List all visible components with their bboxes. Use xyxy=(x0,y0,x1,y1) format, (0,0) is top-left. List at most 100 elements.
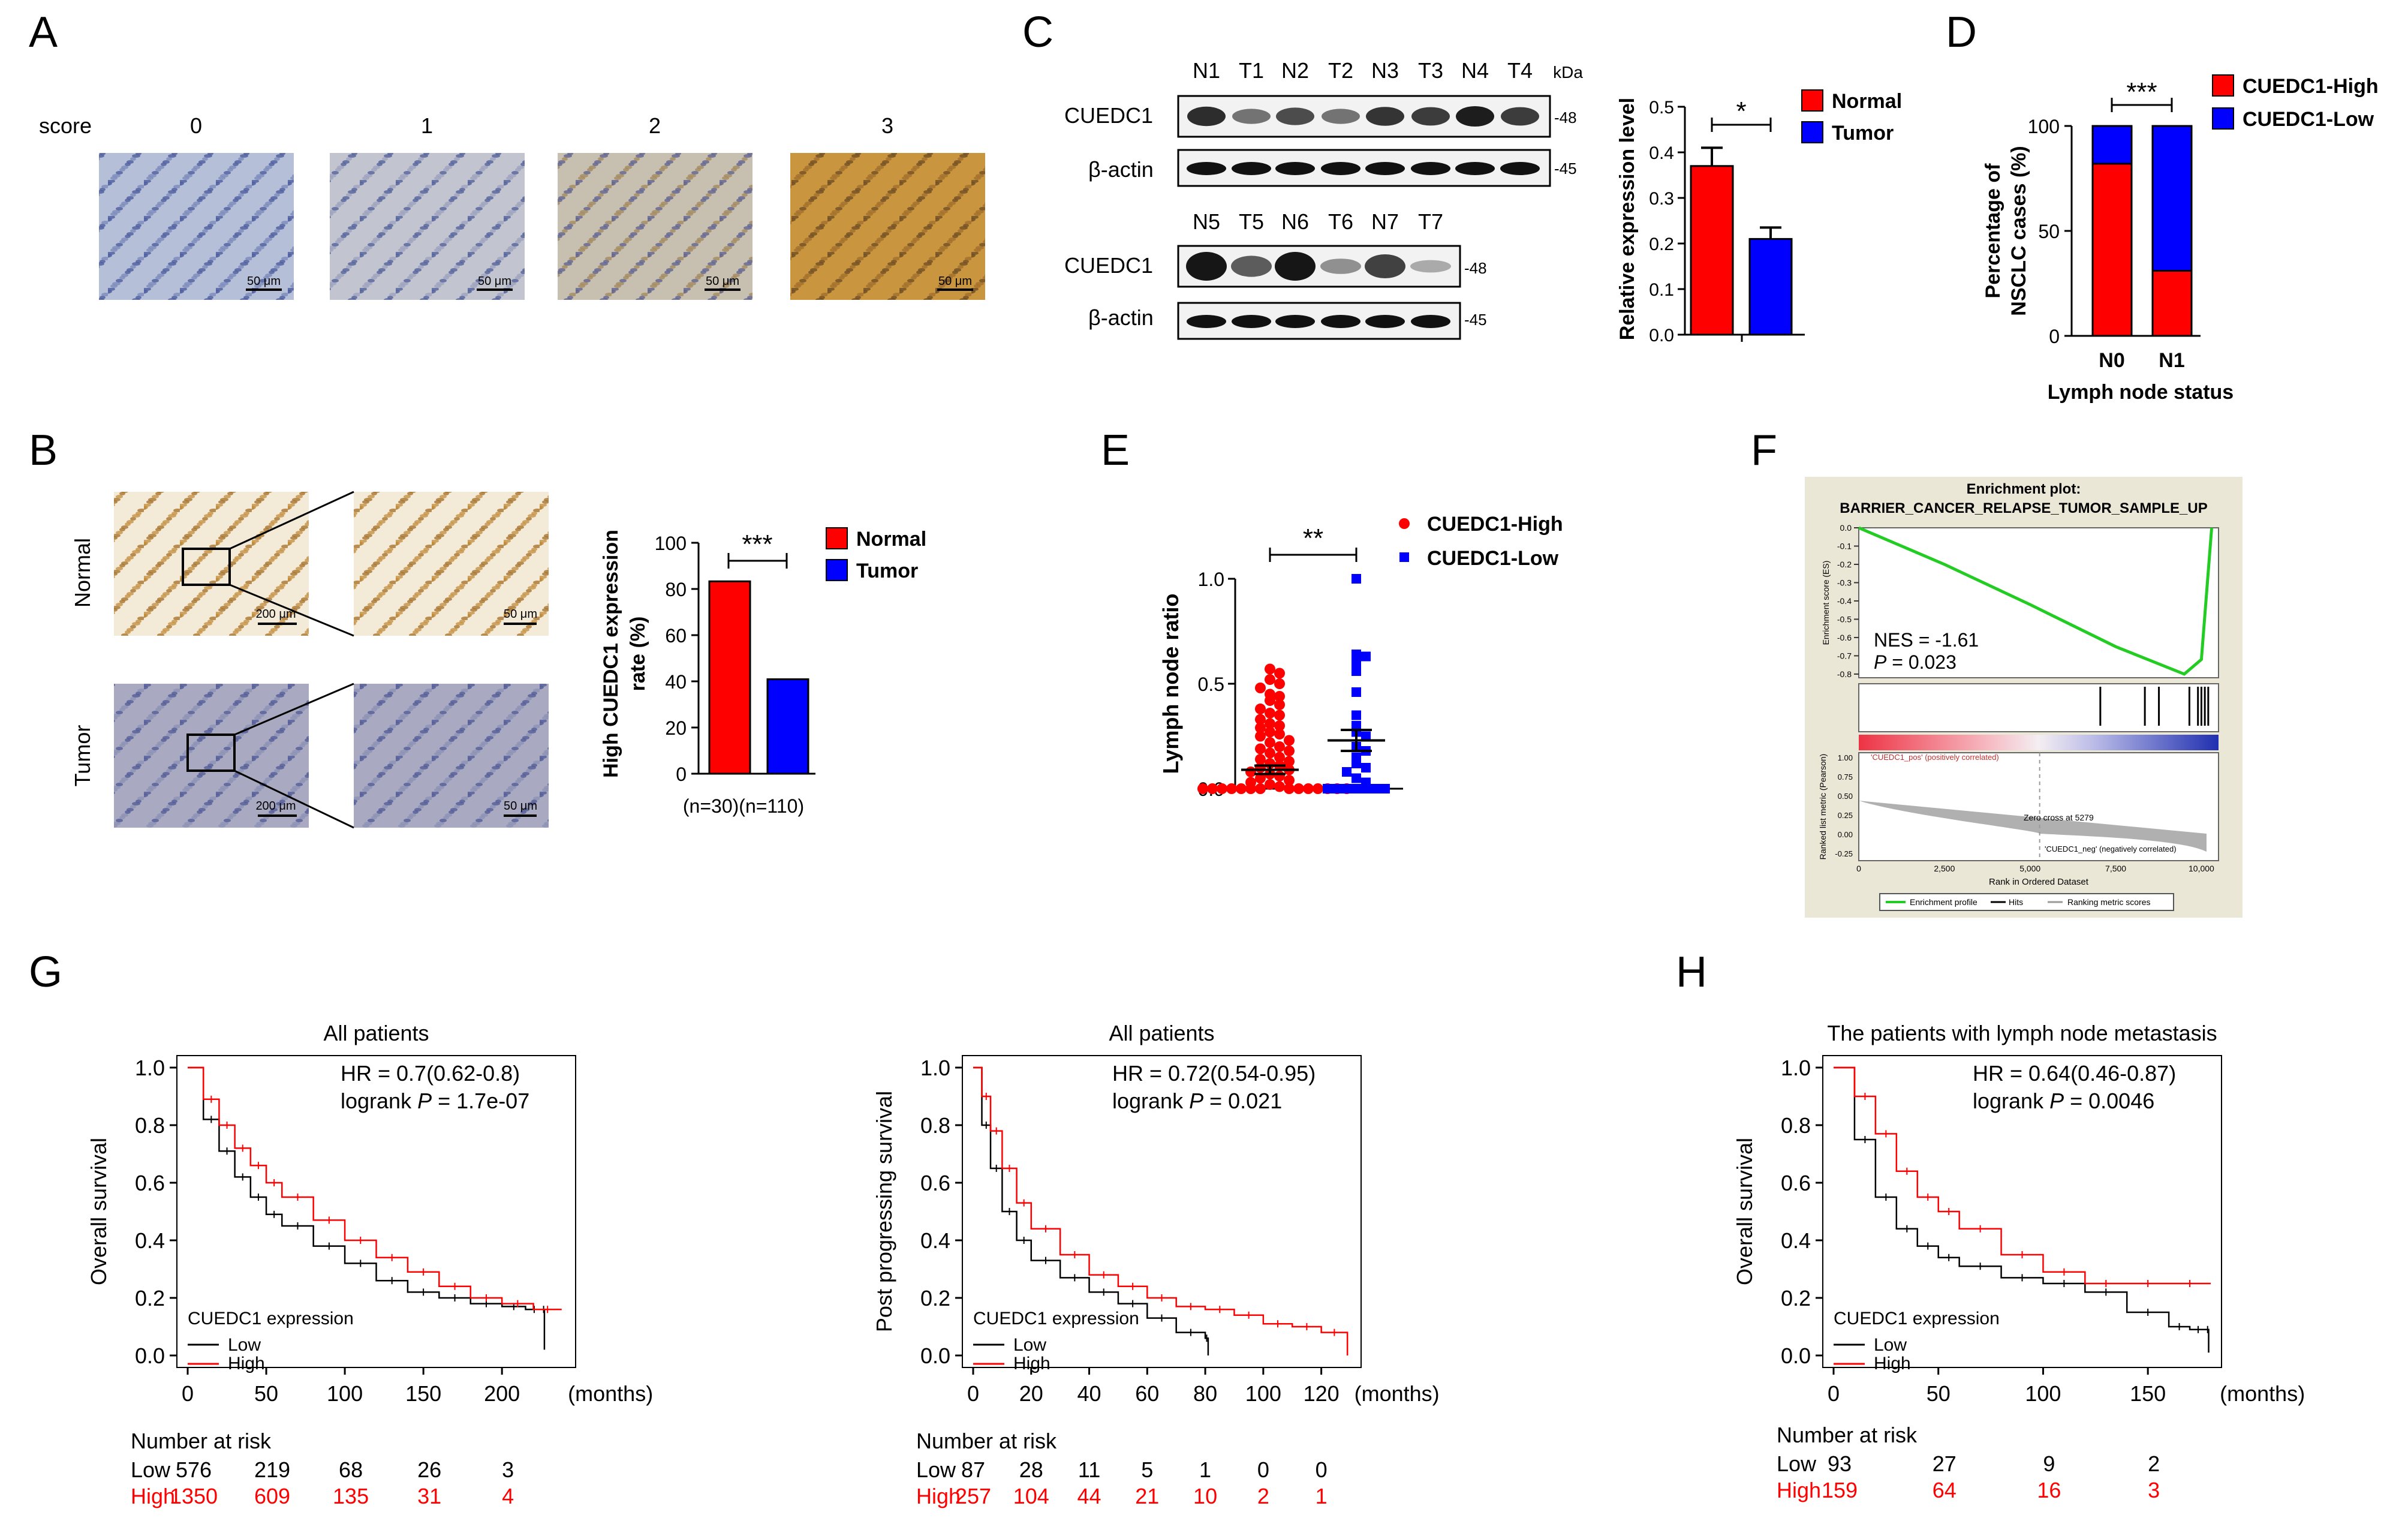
band xyxy=(1321,162,1360,175)
risk-value: 0 xyxy=(1257,1457,1269,1482)
legend-low: CUEDC1-Low xyxy=(1427,547,1559,570)
band xyxy=(1455,162,1495,175)
y-tick-label: 1.0 xyxy=(920,1056,950,1080)
data-point-high xyxy=(1255,731,1266,742)
band xyxy=(1365,254,1405,278)
lane-label: N6 xyxy=(1281,209,1309,234)
band xyxy=(1275,252,1316,281)
data-point-high xyxy=(1274,691,1285,702)
x-tick-label: 40 xyxy=(1077,1381,1101,1406)
risk-title: Number at risk xyxy=(916,1429,1057,1453)
y-tick-label: 0.2 xyxy=(1649,235,1674,254)
score-value-0: 0 xyxy=(190,113,202,138)
mw-48: -48 xyxy=(1554,109,1577,127)
lane-label: N5 xyxy=(1193,209,1220,234)
km-title: All patients xyxy=(1109,1021,1214,1045)
data-point-low xyxy=(1352,666,1361,676)
y-tick-label: 0.0 xyxy=(1840,523,1852,533)
lane-label: T1 xyxy=(1239,58,1264,83)
band xyxy=(1500,162,1540,175)
km-curve-low xyxy=(188,1066,546,1350)
y-tick-label: 0.4 xyxy=(920,1228,950,1253)
blot-label-actin: β-actin xyxy=(1088,305,1154,330)
scale-bar-label: 50 μm xyxy=(706,275,739,288)
data-point-high xyxy=(1255,704,1266,714)
x-tick-label: 10,000 xyxy=(2189,864,2214,873)
data-point-low xyxy=(1352,574,1361,584)
legend-low: CUEDC1-Low xyxy=(2243,108,2374,131)
data-point-low xyxy=(1332,784,1342,793)
data-point-high xyxy=(1265,737,1275,748)
y-tick-label: 0.6 xyxy=(135,1171,165,1195)
km-title: The patients with lymph node metastasis xyxy=(1827,1021,2217,1045)
band xyxy=(1231,255,1272,277)
risk-row-label: Low xyxy=(1777,1451,1817,1476)
risk-value: 31 xyxy=(417,1484,441,1508)
y-tick-label: 0 xyxy=(2049,326,2060,347)
data-point-high xyxy=(1255,783,1266,794)
data-point-high xyxy=(1274,710,1285,721)
significance-label: *** xyxy=(742,530,772,559)
panel-letter-G: G xyxy=(29,948,62,996)
x-tick-label: 150 xyxy=(2130,1381,2166,1406)
risk-value: 219 xyxy=(254,1457,290,1482)
x-tick-label: 5,000 xyxy=(2019,864,2040,873)
risk-row-label: Low xyxy=(131,1457,171,1482)
risk-value: 16 xyxy=(2037,1478,2061,1502)
y-tick-label: 0.8 xyxy=(920,1113,950,1138)
km-legend-high: High xyxy=(228,1354,265,1373)
y2-tick-label: 0.25 xyxy=(1838,811,1853,820)
band xyxy=(1187,106,1226,127)
lane-label: T2 xyxy=(1328,58,1353,83)
x-tick-label: 0 xyxy=(1856,864,1861,873)
band xyxy=(1232,162,1271,175)
band xyxy=(1411,315,1450,328)
y-tick-label: 0.3 xyxy=(1649,189,1674,209)
legend-tumor: Tumor xyxy=(1832,122,1894,145)
y-tick-label: 20 xyxy=(665,717,687,739)
score-value-1: 1 xyxy=(421,113,433,138)
band xyxy=(1456,106,1494,127)
data-point-high xyxy=(1265,779,1275,790)
km-legend-high: High xyxy=(1874,1354,1911,1373)
y-tick-label: 1.0 xyxy=(1198,569,1224,590)
lane-label: T7 xyxy=(1418,209,1443,234)
band xyxy=(1232,315,1271,328)
y-tick-label: 1.0 xyxy=(1781,1056,1811,1080)
significance-label: *** xyxy=(2126,77,2157,107)
data-point-high xyxy=(1245,783,1256,794)
x-tick-label: 0 xyxy=(182,1381,194,1406)
data-point-low xyxy=(1352,759,1361,768)
band xyxy=(1411,162,1450,175)
risk-value: 87 xyxy=(961,1457,985,1482)
legend-marker-low xyxy=(1399,552,1409,562)
lane-label: T5 xyxy=(1239,209,1264,234)
zoom-box xyxy=(186,734,236,772)
scale-bar-label: 50 μm xyxy=(478,275,511,288)
panel-letter-A: A xyxy=(29,8,58,56)
lane-label: T4 xyxy=(1507,58,1533,83)
data-point-high xyxy=(1265,726,1275,738)
data-point-high xyxy=(1245,766,1256,777)
ihc-image-score-1 xyxy=(330,153,525,300)
significance-label: * xyxy=(1736,97,1746,126)
hr-label: HR = 0.72(0.54-0.95) xyxy=(1112,1061,1316,1086)
y2-tick-label: 1.00 xyxy=(1838,753,1853,762)
x-tick-label: 50 xyxy=(254,1381,278,1406)
risk-value: 44 xyxy=(1077,1484,1101,1508)
scale-bar-label: 50 μm xyxy=(504,799,537,813)
pos-label: 'CUEDC1_pos' (positively correlated) xyxy=(1871,753,1999,762)
y-tick-label: 0.0 xyxy=(920,1343,950,1368)
row-label-tumor: Tumor xyxy=(70,725,95,787)
risk-title: Number at risk xyxy=(131,1429,272,1453)
y-tick-label: 0.0 xyxy=(1781,1343,1811,1368)
risk-value: 257 xyxy=(955,1484,991,1508)
data-point-high xyxy=(1284,783,1295,794)
data-point-high xyxy=(1274,771,1285,781)
risk-value: 609 xyxy=(254,1484,290,1508)
band xyxy=(1410,260,1451,273)
data-point-low xyxy=(1352,784,1361,793)
km-frame xyxy=(962,1055,1362,1368)
data-point-high xyxy=(1226,783,1237,794)
x-tick-label: N0 xyxy=(2099,349,2124,372)
